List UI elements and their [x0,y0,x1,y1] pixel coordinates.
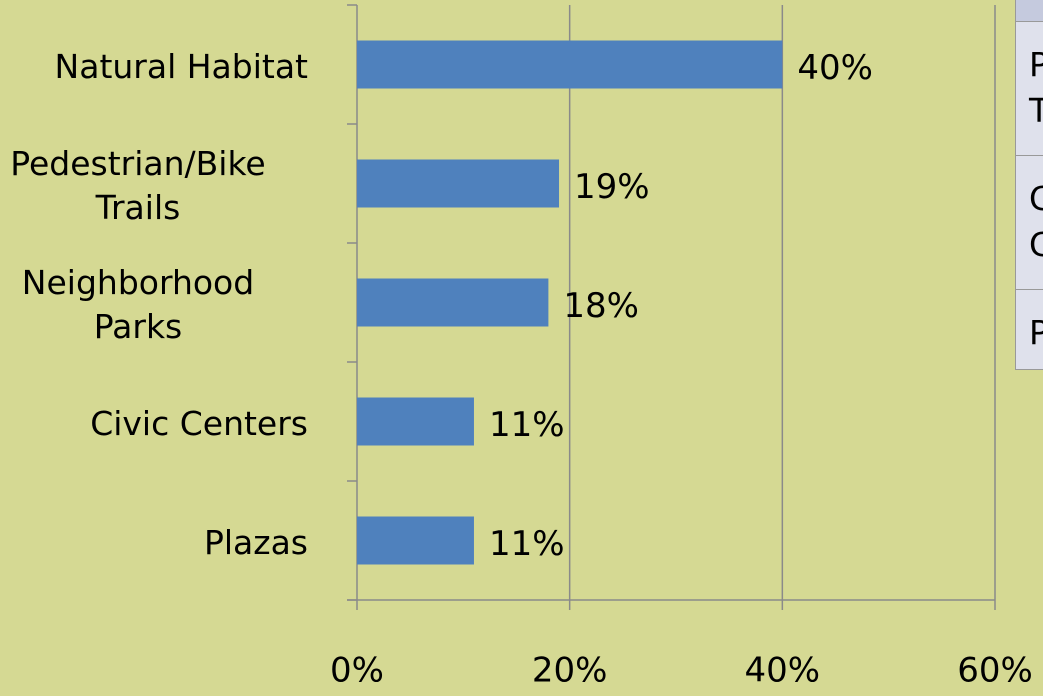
x-tick-label: 20% [532,651,608,691]
data-label: 19% [574,167,650,207]
x-tick-label: 40% [745,651,821,691]
x-tick-label: 0% [330,651,384,691]
x-tick-label: 60% [957,651,1033,691]
y-tick-label: Plazas [203,522,308,562]
table-row: P [1016,289,1043,369]
y-tick-label: Pedestrian/Bike Trails [10,143,266,227]
y-tick-label: Neighborhood Parks [21,262,255,346]
data-label: 11% [489,524,565,564]
bar [357,40,783,89]
table-header [1016,0,1043,21]
bar [357,159,560,208]
table-row: P T [1016,21,1043,155]
data-label: 11% [489,405,565,445]
bar [357,278,549,327]
bar [357,397,474,446]
bar [357,516,474,565]
data-label: 40% [797,48,873,88]
y-tick-label: Civic Centers [90,403,308,443]
data-label: 18% [563,286,639,326]
y-tick-label: Natural Habitat [54,46,308,86]
table-row: C C [1016,155,1043,289]
